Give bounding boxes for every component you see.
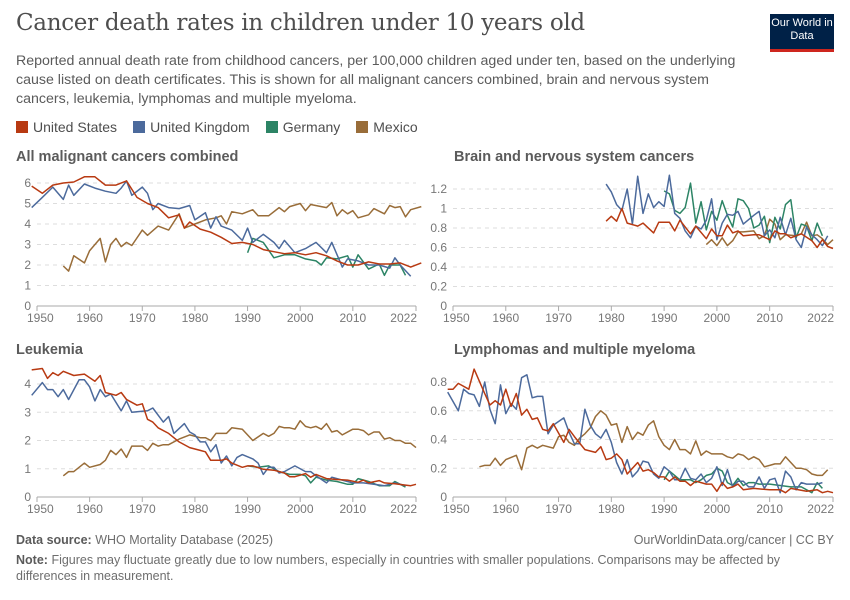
chart-subtitle: Reported annual death rate from childhoo… bbox=[16, 53, 736, 107]
x-tick-label: 1990 bbox=[234, 311, 261, 325]
y-tick-label: 0 bbox=[440, 490, 447, 504]
series-line-united-kingdom bbox=[31, 180, 412, 277]
x-tick-label: 1980 bbox=[182, 311, 209, 325]
series-line-united-kingdom bbox=[605, 174, 829, 249]
y-tick-label: 1.2 bbox=[430, 182, 447, 196]
x-tick-label: 1990 bbox=[234, 502, 261, 516]
x-tick-label: 1960 bbox=[492, 311, 519, 325]
y-tick-label: 1 bbox=[440, 202, 447, 216]
x-tick-label: 1970 bbox=[545, 502, 572, 516]
series-line-mexico bbox=[479, 410, 829, 477]
panel-title-lymphomas: Lymphomas and multiple myeloma bbox=[454, 342, 696, 358]
note: Note: Figures may fluctuate greatly due … bbox=[16, 552, 816, 584]
y-tick-label: 2 bbox=[24, 258, 31, 272]
x-tick-label: 2010 bbox=[339, 311, 366, 325]
x-tick-label: 1990 bbox=[651, 311, 678, 325]
y-tick-label: 0 bbox=[440, 299, 447, 313]
x-tick-label: 1980 bbox=[598, 311, 625, 325]
x-tick-label: 1950 bbox=[27, 502, 54, 516]
y-tick-label: 0.8 bbox=[430, 221, 447, 235]
legend-item-united-kingdom[interactable]: United Kingdom bbox=[133, 119, 250, 135]
y-tick-label: 2 bbox=[24, 434, 31, 448]
legend-swatch bbox=[265, 121, 278, 133]
x-tick-label: 1970 bbox=[545, 311, 572, 325]
series-line-united-kingdom bbox=[31, 379, 406, 487]
legend-label: United States bbox=[33, 119, 118, 135]
legend-swatch bbox=[356, 121, 369, 133]
y-tick-label: 0 bbox=[24, 299, 31, 313]
y-tick-label: 1 bbox=[24, 279, 31, 293]
y-tick-label: 1 bbox=[24, 462, 31, 476]
x-tick-label: 2022 bbox=[807, 311, 834, 325]
note-label: Note: bbox=[16, 553, 48, 567]
note-text: Figures may fluctuate greatly due to low… bbox=[16, 553, 781, 583]
y-tick-label: 0.6 bbox=[430, 404, 447, 418]
x-tick-label: 1990 bbox=[651, 502, 678, 516]
source-label: Data source: bbox=[16, 533, 92, 547]
y-tick-label: 5 bbox=[24, 197, 31, 211]
y-tick-label: 3 bbox=[24, 405, 31, 419]
x-tick-label: 1980 bbox=[598, 502, 625, 516]
y-tick-label: 0.4 bbox=[430, 260, 447, 274]
x-tick-label: 1950 bbox=[27, 311, 54, 325]
y-tick-label: 0 bbox=[24, 490, 31, 504]
y-tick-label: 0.2 bbox=[430, 461, 447, 475]
legend-label: Germany bbox=[282, 119, 341, 135]
source-text: WHO Mortality Database (2025) bbox=[95, 533, 274, 547]
x-tick-label: 2022 bbox=[390, 502, 417, 516]
panel-title-all-cancers: All malignant cancers combined bbox=[16, 149, 239, 165]
panel-title-brain: Brain and nervous system cancers bbox=[454, 149, 695, 165]
x-tick-label: 2000 bbox=[287, 311, 314, 325]
legend-label: United Kingdom bbox=[150, 119, 250, 135]
y-tick-label: 0.8 bbox=[430, 375, 447, 389]
legend-swatch bbox=[16, 121, 28, 133]
y-tick-label: 0.2 bbox=[430, 280, 447, 294]
x-tick-label: 2010 bbox=[756, 311, 783, 325]
x-tick-label: 1970 bbox=[129, 311, 156, 325]
x-tick-label: 2022 bbox=[807, 502, 834, 516]
x-tick-label: 2000 bbox=[704, 502, 731, 516]
chart-title: Cancer death rates in children under 10 … bbox=[16, 10, 585, 36]
x-tick-label: 1960 bbox=[76, 311, 103, 325]
x-tick-label: 2010 bbox=[756, 502, 783, 516]
series-line-mexico bbox=[62, 419, 417, 477]
data-source: Data source: WHO Mortality Database (202… bbox=[16, 533, 273, 547]
legend-item-mexico[interactable]: Mexico bbox=[356, 119, 418, 135]
y-tick-label: 3 bbox=[24, 238, 31, 252]
x-tick-label: 1980 bbox=[182, 502, 209, 516]
y-tick-label: 6 bbox=[24, 176, 31, 190]
series-line-united-states bbox=[31, 176, 422, 268]
series-line-mexico bbox=[62, 201, 422, 272]
y-tick-label: 4 bbox=[24, 217, 31, 231]
y-tick-label: 0.4 bbox=[430, 433, 447, 447]
x-tick-label: 1960 bbox=[76, 502, 103, 516]
legend-label: Mexico bbox=[373, 119, 418, 135]
owid-logo[interactable]: Our World in Data bbox=[770, 14, 834, 52]
series-line-united-states bbox=[31, 367, 417, 487]
series-line-germany bbox=[246, 237, 407, 277]
y-tick-label: 0.6 bbox=[430, 241, 447, 255]
x-tick-label: 2000 bbox=[287, 502, 314, 516]
legend: United States United Kingdom Germany Mex… bbox=[16, 119, 418, 135]
legend-item-germany[interactable]: Germany bbox=[265, 119, 341, 135]
legend-swatch bbox=[133, 121, 146, 133]
legend-item-united-states[interactable]: United States bbox=[16, 119, 117, 135]
x-tick-label: 1970 bbox=[129, 502, 156, 516]
series-line-united-states bbox=[447, 368, 834, 494]
panel-title-leukemia: Leukemia bbox=[16, 342, 83, 358]
series-line-united-states bbox=[605, 207, 834, 250]
x-tick-label: 1950 bbox=[443, 311, 470, 325]
x-tick-label: 1960 bbox=[492, 502, 519, 516]
x-tick-label: 2022 bbox=[390, 311, 417, 325]
series-line-united-kingdom bbox=[447, 374, 823, 494]
y-tick-label: 4 bbox=[24, 377, 31, 391]
x-tick-label: 2000 bbox=[704, 311, 731, 325]
source-url[interactable]: OurWorldinData.org/cancer | CC BY bbox=[633, 533, 834, 547]
x-tick-label: 2010 bbox=[339, 502, 366, 516]
x-tick-label: 1950 bbox=[443, 502, 470, 516]
